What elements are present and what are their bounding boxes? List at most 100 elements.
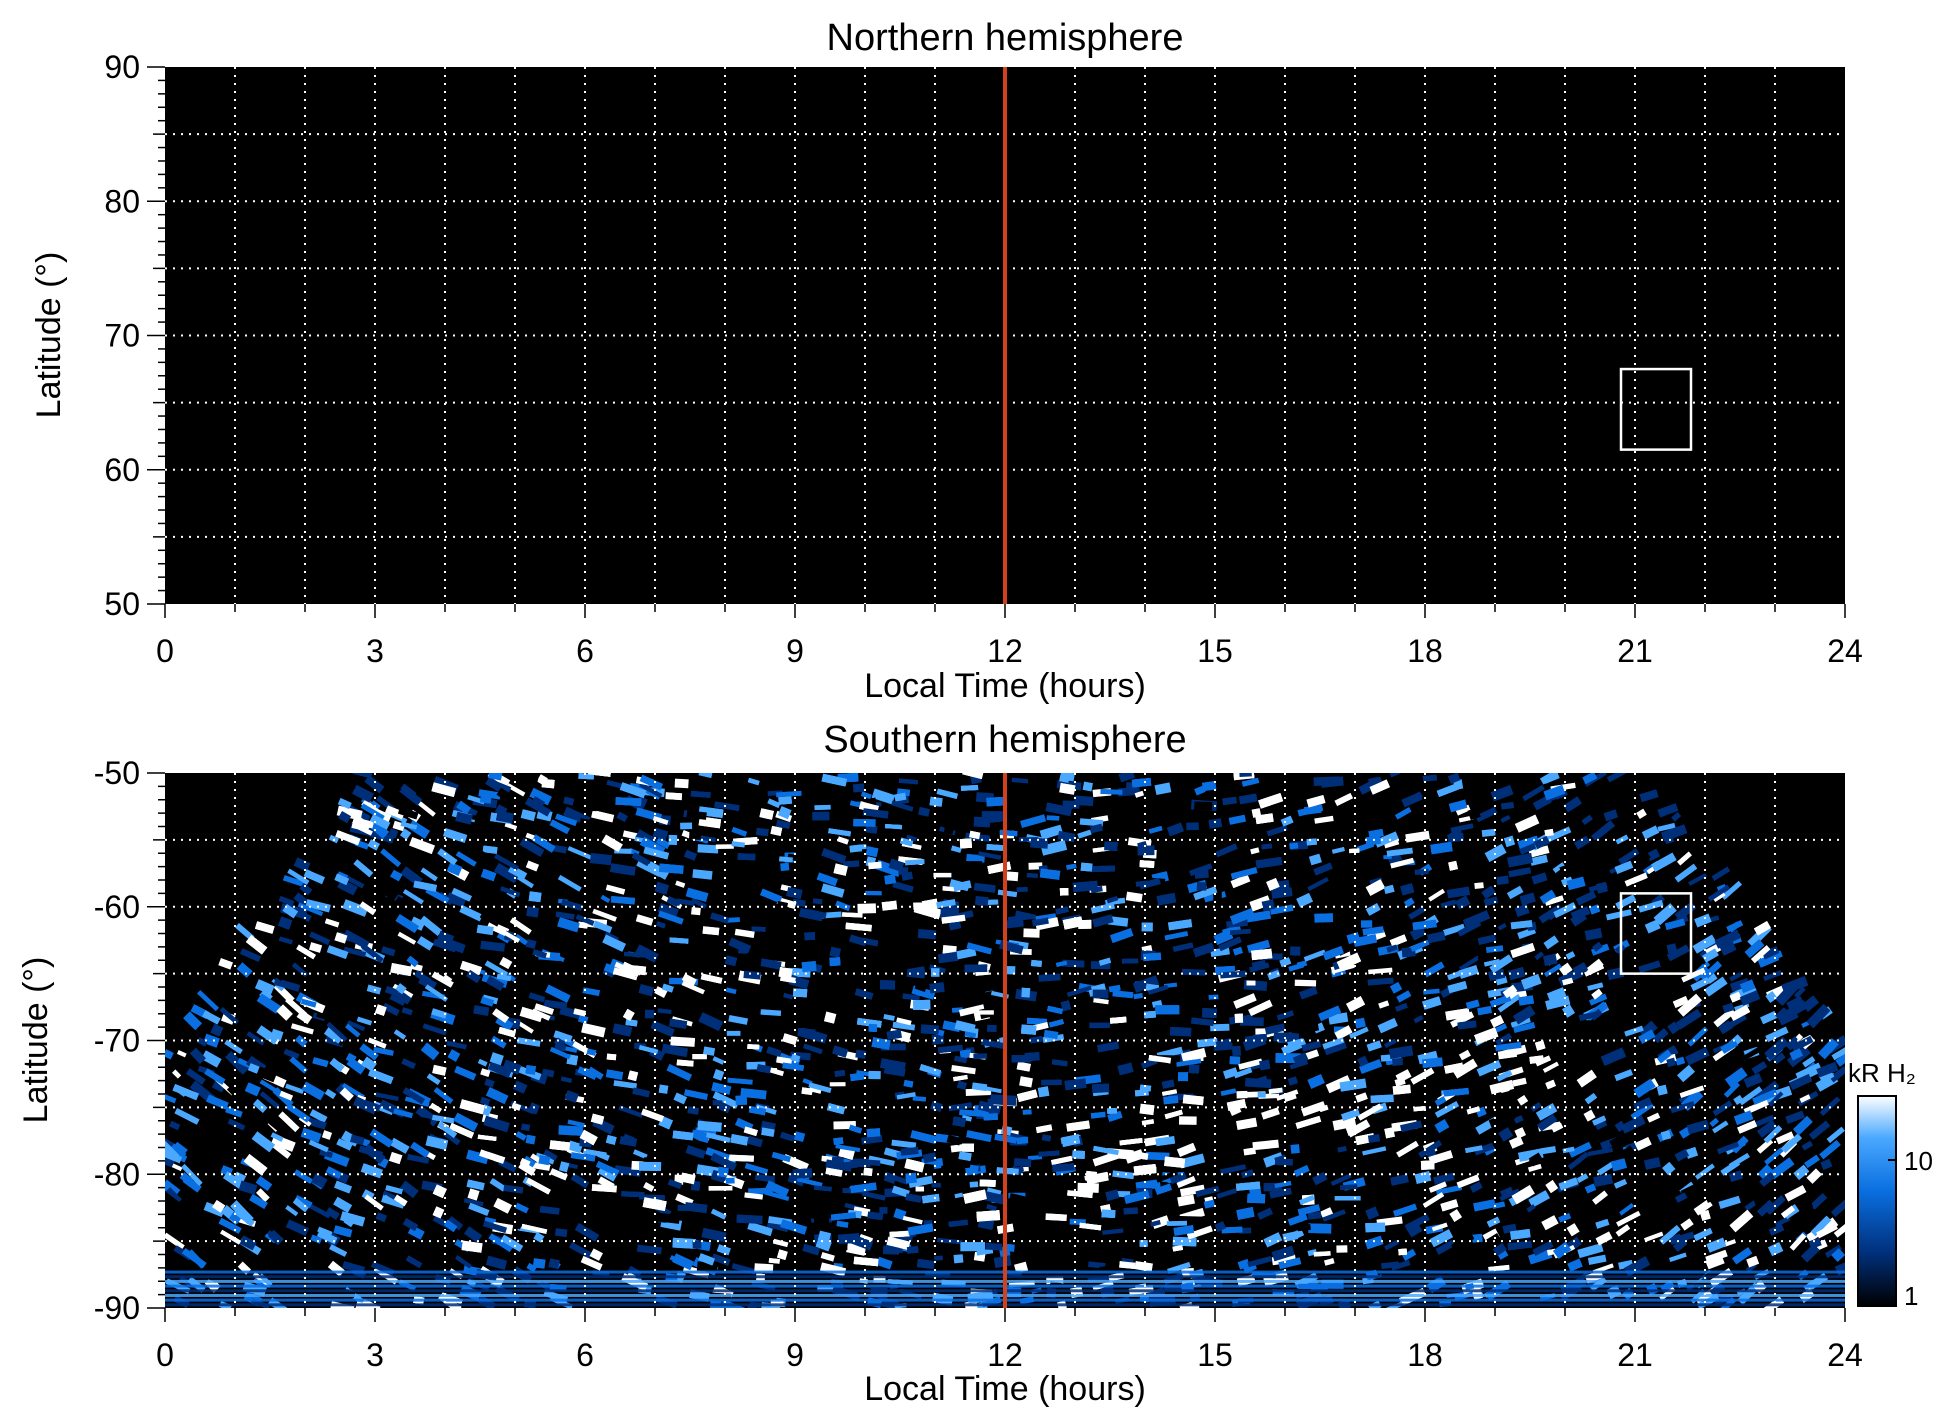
emission-patch [1261,843,1273,850]
emission-patch [1092,989,1109,999]
emission-patch [751,926,766,932]
emission-patch [1082,781,1093,792]
emission-patch [960,784,979,791]
emission-patch [1259,1059,1271,1071]
emission-patch [801,960,817,973]
emission-patch [764,1190,790,1202]
emission-patch [246,1031,265,1046]
emission-patch [1806,1168,1823,1184]
emission-patch [364,775,385,794]
emission-patch [1077,1182,1099,1193]
emission-patch [1474,882,1484,889]
emission-patch [1289,946,1301,956]
emission-patch [1030,959,1042,967]
emission-patch [1190,1017,1214,1027]
emission-patch [1630,1101,1654,1121]
emission-patch [1500,814,1511,823]
emission-patch [1618,848,1640,865]
emission-patch [1066,863,1077,870]
emission-patch [1011,777,1029,784]
emission-patch [567,1119,585,1128]
emission-patch [1121,958,1139,964]
emission-patch [1793,1164,1810,1181]
emission-patch [528,891,542,903]
emission-patch [736,1214,763,1224]
emission-patch [829,1082,846,1087]
emission-patch [700,1195,727,1212]
emission-patch [1675,1056,1686,1066]
emission-patch [812,811,830,821]
emission-patch [1181,968,1206,976]
emission-patch [1590,943,1610,956]
emission-patch [282,875,306,888]
emission-patch [1240,1169,1255,1179]
emission-patch [1294,979,1317,987]
emission-patch [725,1177,735,1184]
emission-patch [905,1172,917,1184]
emission-patch [418,1117,432,1129]
emission-patch [1139,860,1155,869]
emission-patch [1101,1209,1116,1219]
emission-patch [1079,818,1104,827]
emission-patch [973,882,996,893]
emission-patch [1090,865,1115,873]
emission-patch [973,1053,988,1060]
emission-patch [298,1259,315,1273]
emission-patch [857,903,877,914]
emission-patch [1409,925,1427,941]
emission-patch [635,914,654,926]
emission-patch [1274,1158,1293,1166]
emission-patch [1507,966,1526,981]
emission-patch [1336,1245,1348,1253]
emission-patch [892,1021,916,1031]
emission-patch [1104,841,1118,852]
emission-patch [866,1128,881,1138]
emission-patch [1477,1005,1493,1016]
emission-patch [852,783,865,793]
emission-patch [1646,1112,1661,1123]
emission-patch [1588,993,1608,1006]
emission-patch [987,1024,997,1032]
emission-patch [582,987,601,997]
emission-patch [1039,824,1064,840]
emission-patch [1085,1170,1098,1182]
emission-patch [1428,888,1446,902]
emission-patch [1059,887,1069,896]
southern-title: Southern hemisphere [823,719,1186,761]
emission-patch [683,849,698,861]
emission-patch [820,883,845,898]
emission-patch [1060,1000,1072,1012]
emission-patch [881,900,898,911]
emission-patch [902,1215,923,1225]
emission-patch [1567,1151,1589,1170]
emission-patch [804,932,816,941]
emission-patch [812,898,823,905]
emission-patch [381,946,396,957]
emission-patch [1234,1013,1244,1023]
emission-patch [680,822,693,830]
emission-patch [947,814,971,825]
emission-patch [1005,871,1019,882]
emission-patch [1026,873,1038,878]
emission-patch [1142,952,1162,962]
emission-patch [849,844,863,853]
emission-patch [555,1228,568,1237]
x-tick-label: 6 [576,633,594,669]
emission-patch [290,1023,314,1035]
emission-patch [1401,1248,1417,1261]
emission-patch [1643,1157,1661,1170]
emission-patch [1229,1056,1241,1065]
emission-patch [1080,862,1093,872]
emission-patch [983,1113,998,1121]
emission-patch [1370,1094,1394,1104]
emission-patch [333,1225,353,1238]
emission-patch [1384,1127,1395,1139]
emission-patch [893,1208,907,1221]
x-tick-label: 12 [987,633,1023,669]
emission-patch [1398,1248,1408,1256]
y-tick-label: 80 [104,183,140,219]
y-tick-label: 90 [104,49,140,85]
emission-patch [1100,789,1123,795]
emission-patch [225,1051,249,1075]
